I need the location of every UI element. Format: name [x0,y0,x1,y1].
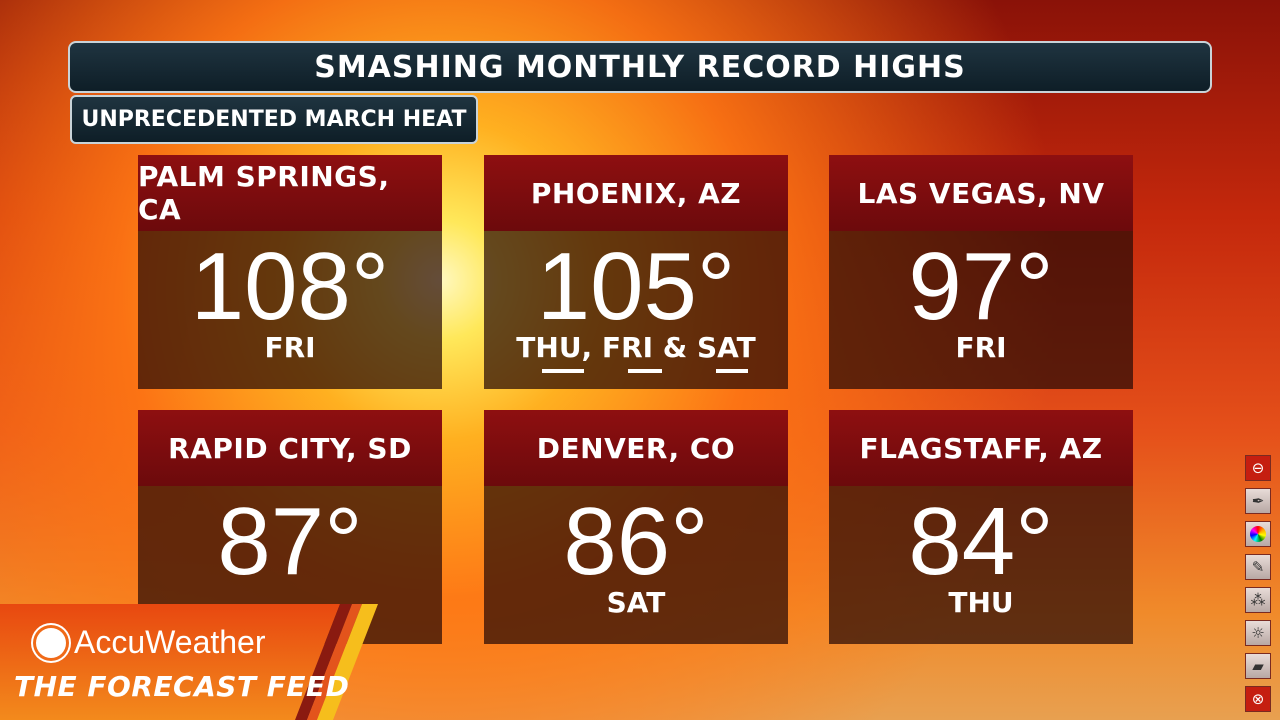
city-name: DENVER, CO [484,410,788,486]
city-name: FLAGSTAFF, AZ [829,410,1133,486]
city-card: DENVER, CO 86° SAT [484,410,788,644]
pen-icon[interactable]: ✒ [1245,488,1271,514]
page-subtitle: UNPRECEDENTED MARCH HEAT [70,95,478,144]
logo-text: AccuWeather [74,624,266,660]
annotation-underline [716,369,748,373]
close-circle-icon[interactable]: ⊗ [1245,686,1271,712]
record-day: THU, FRI & SAT [484,331,788,373]
temperature: 105° [536,233,736,340]
city-card: LAS VEGAS, NV 97° FRI [829,155,1133,389]
sun-icon [36,627,66,658]
temperature: 87° [217,488,363,595]
temperature: 84° [908,488,1054,595]
temperature: 97° [908,233,1054,340]
minus-circle-icon[interactable]: ⊖ [1245,455,1271,481]
spray-icon[interactable]: ⁂ [1245,587,1271,613]
record-day: FRI [955,331,1007,364]
annotation-toolbar: ⊖ ✒ ✎ ⁂ ☼ ▰ ⊗ [1245,455,1273,719]
brand-banner: AccuWeather THE FORECAST FEED [0,604,380,720]
color-wheel-icon[interactable] [1245,521,1271,547]
pencil-icon[interactable]: ✎ [1245,554,1271,580]
city-name: PALM SPRINGS, CA [138,155,442,231]
city-card: PHOENIX, AZ 105° THU, FRI & SAT [484,155,788,389]
brightness-icon[interactable]: ☼ [1245,620,1271,646]
page-title: SMASHING MONTHLY RECORD HIGHS [68,41,1212,93]
eraser-icon[interactable]: ▰ [1245,653,1271,679]
city-card: PALM SPRINGS, CA 108° FRI [138,155,442,389]
temperature: 86° [563,488,709,595]
accuweather-logo: AccuWeather [36,624,266,661]
record-day: THU [948,586,1014,619]
annotation-underline [628,369,662,373]
city-card: FLAGSTAFF, AZ 84° THU [829,410,1133,644]
city-name: PHOENIX, AZ [484,155,788,231]
record-day: SAT [606,586,666,619]
annotation-underline [542,369,584,373]
record-day: FRI [264,331,316,364]
record-day-text: THU, FRI & SAT [516,331,756,364]
show-name: THE FORECAST FEED [14,670,350,703]
city-name: LAS VEGAS, NV [829,155,1133,231]
city-name: RAPID CITY, SD [138,410,442,486]
temperature: 108° [190,233,390,340]
